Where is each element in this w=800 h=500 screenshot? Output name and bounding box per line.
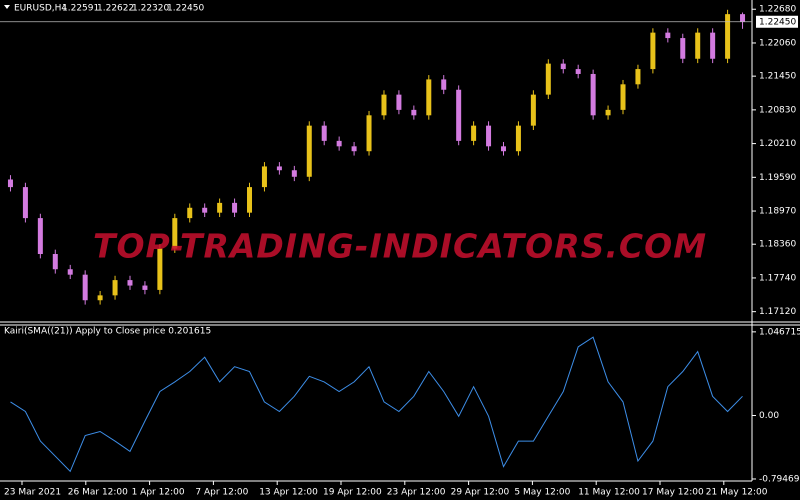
candle-body [67, 269, 73, 275]
x-tick-label: 21 May 12:00 [706, 488, 768, 498]
y-tick-label: 1.21450 [759, 72, 796, 82]
y-tick-label: 1.19590 [759, 173, 796, 183]
ohlc-open: 1.22591 [62, 4, 99, 14]
candle-body [545, 63, 551, 95]
x-tick-label: 11 May 12:00 [578, 488, 640, 498]
candle-body [232, 202, 238, 213]
x-tick-label: 23 Apr 12:00 [387, 488, 446, 498]
y-tick-label: 1.22060 [759, 38, 796, 48]
candle-body [441, 79, 447, 90]
candle-body [680, 38, 686, 59]
y-tick-label: 1.22680 [759, 5, 796, 15]
candle-body [127, 280, 133, 286]
ohlc-low: 1.22320 [132, 4, 169, 14]
candle-body [515, 125, 521, 152]
x-tick-label: 7 Apr 12:00 [195, 488, 248, 498]
candle-body [276, 166, 282, 171]
candle-body [560, 63, 566, 70]
candle-body [530, 94, 536, 126]
indicator-line [10, 336, 743, 473]
y-tick-label: 1.046715 [759, 327, 800, 337]
y-tick-label: -0.794696 [759, 474, 800, 484]
candle-body [411, 109, 417, 116]
candle-body [157, 248, 163, 290]
x-tick-label: 19 Apr 12:00 [323, 488, 382, 498]
candle-body [695, 32, 701, 59]
y-tick-label: 1.20830 [759, 105, 796, 115]
candle-body [82, 274, 88, 301]
y-tick-label: 1.17120 [759, 307, 796, 317]
candle-body [306, 125, 312, 177]
y-tick-label: 1.18360 [759, 240, 796, 250]
y-tick-label: 1.17740 [759, 273, 796, 283]
candle-body [665, 32, 671, 39]
candle-body [635, 69, 641, 85]
candle-body [740, 14, 746, 22]
indicator-title: Kairi(SMA((21)) Apply to Close price 0.2… [4, 327, 211, 337]
candle-body [575, 69, 581, 74]
candle-body [291, 170, 297, 177]
candle-body [590, 73, 596, 116]
watermark: TOP-TRADING-INDICATORS.COM [93, 227, 707, 266]
candle-body [486, 125, 492, 147]
candle-body [336, 140, 342, 147]
candle-body [351, 146, 357, 152]
x-tick-label: 29 Apr 12:00 [451, 488, 510, 498]
candle-body [247, 187, 253, 213]
x-tick-label: 17 May 12:00 [642, 488, 704, 498]
x-tick-label: 23 Mar 2021 [4, 488, 61, 498]
x-tick-label: 13 Apr 12:00 [259, 488, 318, 498]
y-tick-label: 1.20210 [759, 139, 796, 149]
candle-body [620, 84, 626, 110]
candle-body [725, 14, 731, 59]
menu-arrow[interactable] [4, 5, 10, 9]
candle-body [22, 187, 28, 219]
candle-body [112, 280, 118, 296]
candle-body [142, 285, 148, 290]
candle-body [97, 295, 103, 301]
candle-body [261, 166, 267, 188]
candle-body [37, 218, 43, 255]
candle-body [366, 115, 372, 152]
candle-body [187, 207, 193, 219]
price-label: 1.22450 [759, 17, 796, 27]
candle-body [202, 207, 208, 213]
x-tick-label: 26 Mar 12:00 [68, 488, 128, 498]
candle-body [710, 32, 716, 59]
symbol: EURUSD,H4 [14, 4, 67, 14]
candle-body [605, 109, 611, 116]
x-tick-label: 5 May 12:00 [514, 488, 570, 498]
candle-body [172, 218, 178, 249]
price-label-box [756, 15, 798, 28]
candle-body [7, 179, 13, 188]
candle-body [217, 202, 223, 213]
candle-body [321, 125, 327, 141]
candle-body [381, 94, 387, 116]
candle-body [650, 32, 656, 70]
y-tick-label: 1.18970 [759, 207, 796, 217]
candle-body [456, 89, 462, 141]
ohlc-close: 1.22450 [167, 4, 204, 14]
y-tick-label: 0.00 [759, 411, 779, 421]
candle-body [52, 254, 58, 270]
candle-body [396, 94, 402, 110]
candle-body [471, 125, 477, 141]
x-tick-label: 1 Apr 12:00 [132, 488, 185, 498]
ohlc-high: 1.22622 [97, 4, 134, 14]
candle-body [500, 146, 506, 152]
candle-body [426, 79, 432, 116]
